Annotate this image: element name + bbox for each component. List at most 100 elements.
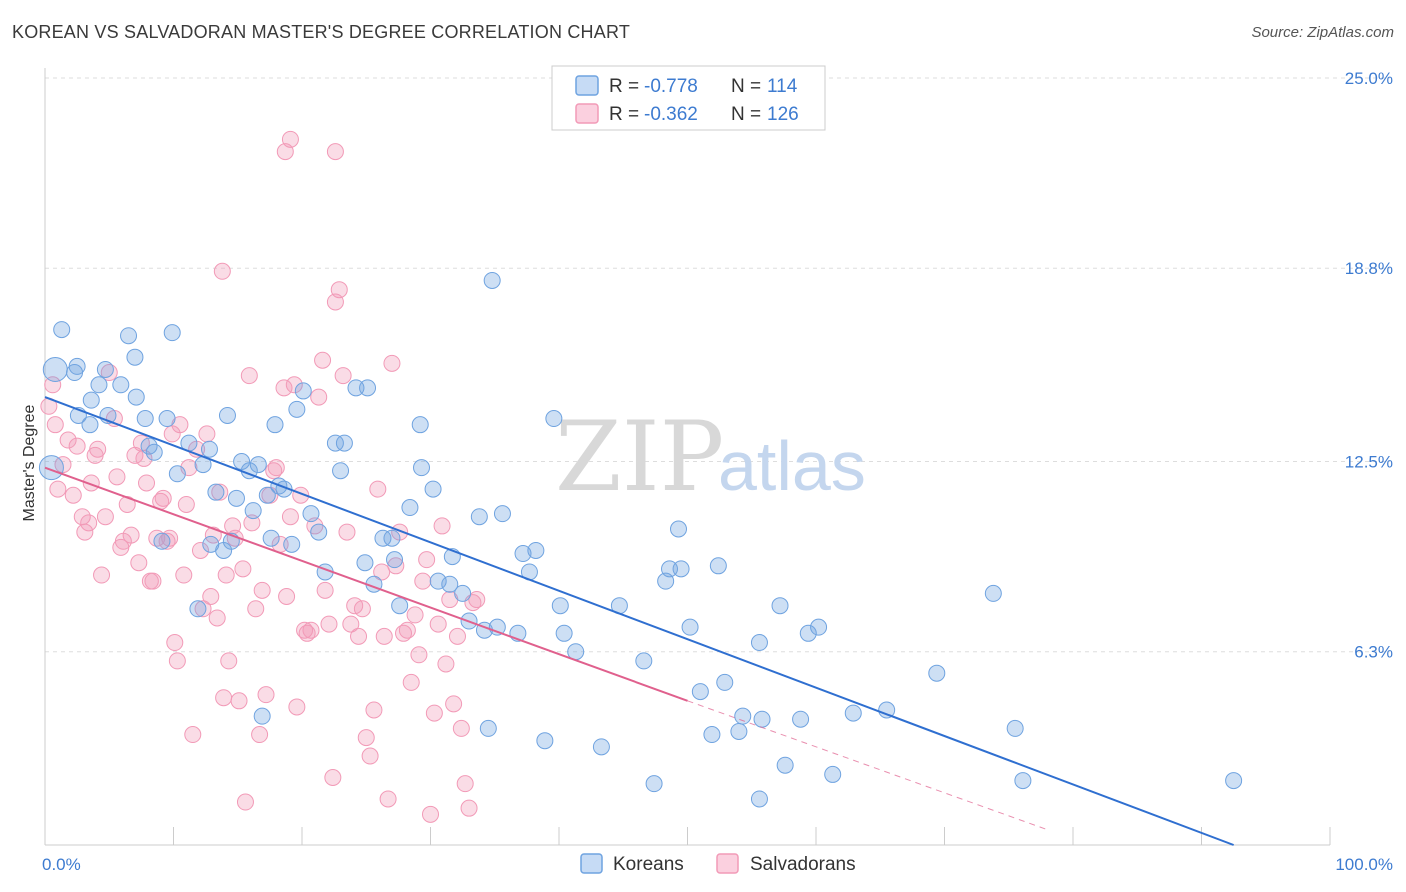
salvadoran-point [365, 701, 383, 719]
korean-point [386, 551, 404, 569]
korean-point [310, 523, 328, 541]
korean-point [545, 410, 563, 428]
salvadoran-point [130, 554, 148, 572]
x-tick-label: 0.0% [42, 855, 81, 874]
y-tick-label: 25.0% [1345, 69, 1393, 88]
legend-salvadoran-swatch [575, 103, 599, 124]
x-tick-label: 100.0% [1335, 855, 1393, 874]
salvadoran-point [361, 747, 379, 765]
korean-point [1014, 772, 1032, 790]
salvadoran-point [89, 440, 107, 458]
korean-point [411, 416, 429, 434]
salvadoran-point [433, 517, 451, 535]
salvadoran-point [191, 541, 209, 559]
salvadoran-point [456, 775, 474, 793]
korean-point [82, 391, 100, 409]
korean-point [514, 545, 532, 563]
salvadoran-point [243, 514, 261, 532]
salvadoran-point [198, 425, 216, 443]
salvadoran-point [236, 793, 254, 811]
salvadoran-point [448, 627, 466, 645]
salvadoran-point [375, 627, 393, 645]
korean-point [401, 499, 419, 517]
korean-point [844, 704, 862, 722]
korean-point [493, 505, 511, 523]
salvadoran-point [460, 799, 478, 817]
korean-point [347, 379, 365, 397]
legend-salvadoran-n-value: 126 [767, 104, 799, 125]
korean-point [283, 535, 301, 553]
y-tick-labels: 6.3% 12.5% 18.8% 25.0% [1345, 69, 1393, 662]
korean-point [483, 271, 501, 289]
korean-point [145, 443, 163, 461]
salvadoran-points [40, 130, 486, 823]
korean-point [168, 465, 186, 483]
korean-point [454, 584, 472, 602]
legend-korean-n-label: N = [731, 76, 761, 97]
korean-point [136, 410, 154, 428]
salvadoran-point [96, 508, 114, 526]
y-tick-label: 12.5% [1345, 453, 1393, 472]
korean-point [244, 502, 262, 520]
korean-point [527, 541, 545, 559]
salvadoran-trend-line [44, 466, 688, 702]
salvadoran-point [422, 805, 439, 823]
korean-point [126, 348, 144, 366]
salvadoran-point [46, 416, 64, 434]
salvadoran-point [230, 692, 248, 710]
salvadoran-point [177, 495, 195, 513]
y-axis-label: Master's Degree [21, 404, 38, 521]
korean-points [38, 271, 1243, 808]
korean-point [750, 634, 768, 652]
axes [44, 68, 1331, 846]
legend-korean-r-label: R = [609, 76, 639, 97]
korean-point [207, 483, 225, 501]
salvadoran-point [296, 621, 314, 639]
trend-lines [44, 396, 1234, 846]
salvadoran-point [64, 486, 82, 504]
korean-point [335, 434, 353, 452]
salvadoran-point [175, 566, 193, 584]
korean-trend-line [44, 396, 1234, 846]
korean-point [661, 560, 679, 578]
bottom-legend-salvadoran-label: Salvadorans [750, 854, 856, 875]
legend: R = -0.778 N = 114 R = -0.362 N = 126 [551, 65, 826, 131]
salvadoran-point [288, 698, 306, 716]
salvadoran-point [166, 634, 184, 652]
salvadoran-point [144, 572, 162, 590]
salvadoran-point [76, 523, 94, 541]
bottom-legend-salvadoran-swatch [716, 853, 739, 874]
korean-point [158, 410, 176, 428]
korean-point [670, 520, 688, 538]
salvadoran-point [316, 581, 334, 599]
salvadoran-point [320, 615, 338, 633]
korean-point [592, 738, 610, 756]
source-label: Source: ZipAtlas.com [1251, 24, 1394, 41]
korean-point [153, 532, 171, 550]
salvadoran-point [334, 367, 352, 385]
y-tick-label: 18.8% [1345, 259, 1393, 278]
korean-point [374, 529, 392, 547]
salvadoran-point [80, 514, 98, 532]
salvadoran-point [168, 652, 186, 670]
legend-korean-r-value: -0.778 [644, 76, 698, 97]
korean-point [163, 324, 181, 342]
korean-point [771, 597, 789, 615]
korean-point [359, 379, 377, 397]
korean-point [326, 434, 344, 452]
salvadoran-point [44, 376, 62, 394]
salvadoran-point [275, 379, 293, 397]
salvadoran-point [122, 526, 140, 544]
salvadoran-point [108, 468, 126, 486]
korean-point [635, 652, 653, 670]
legend-salvadoran-r-label: R = [609, 104, 639, 125]
korean-point [383, 529, 401, 547]
korean-point [753, 710, 771, 728]
salvadoran-point [148, 529, 166, 547]
salvadoran-point [93, 566, 111, 584]
korean-point [878, 701, 896, 719]
salvadoran-point [310, 388, 328, 406]
salvadoran-point [324, 769, 342, 787]
korean-point [253, 707, 271, 725]
korean-point [799, 624, 817, 642]
